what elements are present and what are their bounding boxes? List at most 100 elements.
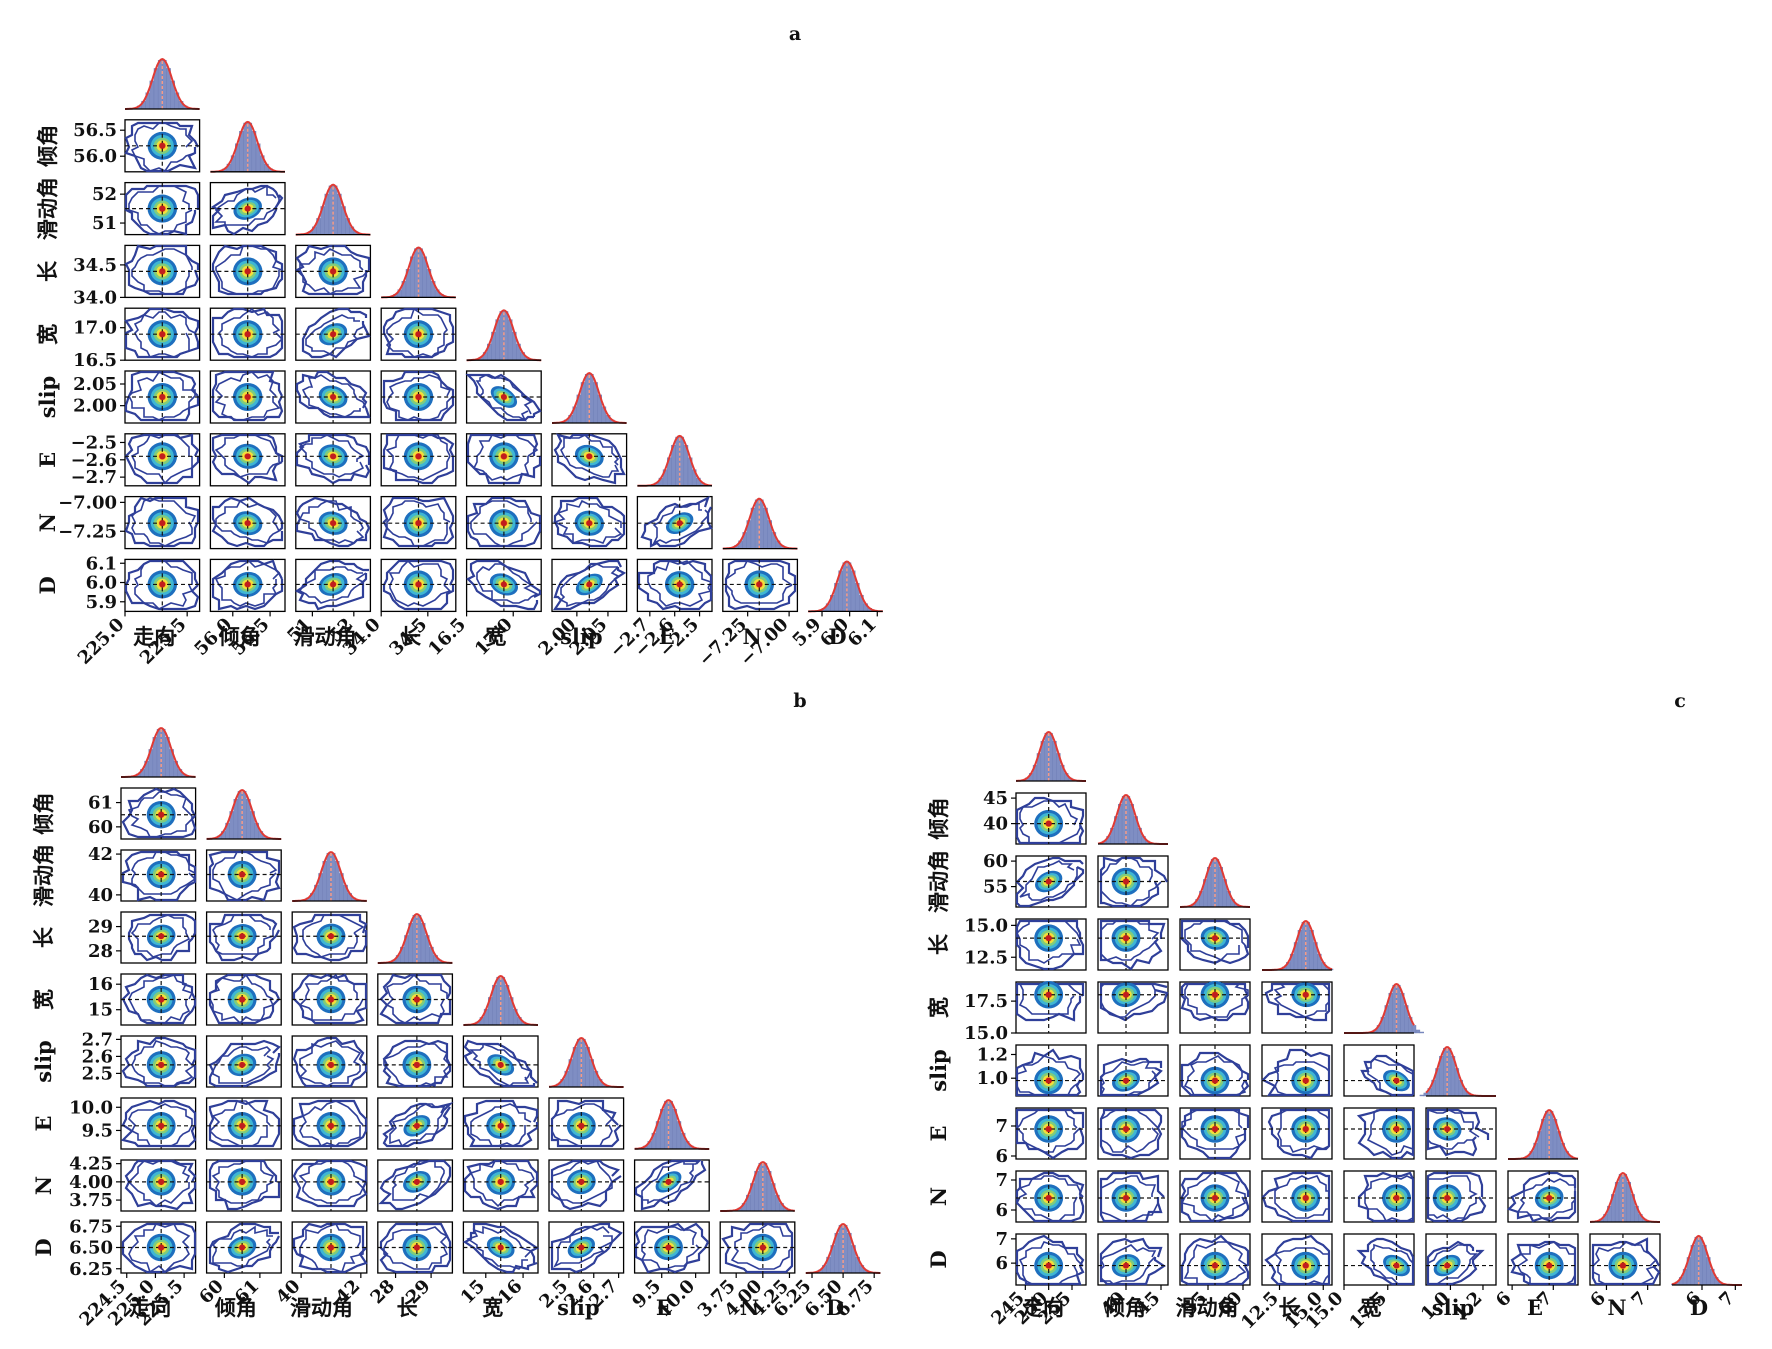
x-tick-label: 6 [1492, 1288, 1516, 1312]
outer-contour [1273, 983, 1330, 1018]
y-axis-label: slip [31, 1040, 56, 1082]
y-tick-label: 6 [995, 1146, 1008, 1167]
joint-density-5-3 [380, 370, 457, 424]
mode-marker [1123, 991, 1129, 998]
x-axis-label: slip [557, 1295, 599, 1320]
marginal-histogram-6 [1508, 1109, 1579, 1160]
y-tick-label: 17.0 [73, 318, 117, 339]
y-tick-label: −2.5 [71, 432, 117, 453]
outer-contour [120, 1099, 197, 1148]
histogram-bar [1411, 1025, 1417, 1034]
outer-contour [466, 559, 542, 611]
marginal-histogram-5 [1419, 1045, 1496, 1097]
outer-contour [551, 1160, 613, 1204]
joint-density-6-2 [1179, 1107, 1251, 1160]
joint-density-7-5 [551, 495, 628, 550]
joint-density-3-0 [120, 911, 197, 964]
joint-density-6-3 [1261, 1107, 1333, 1160]
x-axis-label: N [1607, 1295, 1626, 1320]
y-tick-label: 7 [995, 1170, 1008, 1191]
mode-marker [330, 520, 337, 527]
outer-contour [1015, 1109, 1081, 1153]
mode-marker [1302, 1077, 1309, 1084]
outer-contour [1184, 920, 1246, 961]
outer-contour [301, 374, 367, 418]
outer-contour [299, 248, 370, 295]
mode-marker [1045, 1262, 1052, 1269]
outer-contour [553, 433, 626, 485]
mode-marker [239, 1244, 246, 1251]
joint-density-2-1 [205, 849, 282, 902]
mode-marker [1393, 1126, 1400, 1132]
joint-density-5-2 [295, 370, 372, 424]
outer-contour [1015, 982, 1085, 1022]
marginal-histogram-3 [381, 246, 456, 299]
joint-density-8-6 [633, 1221, 710, 1274]
y-tick-label: 1.0 [977, 1068, 1008, 1089]
outer-contour [214, 434, 283, 478]
joint-density-7-3 [1261, 1170, 1333, 1223]
outer-contour [462, 1222, 540, 1274]
mode-marker [239, 1122, 246, 1129]
panel-label: a [789, 23, 801, 45]
joint-density-7-6 [1506, 1170, 1579, 1223]
mode-marker [500, 581, 507, 588]
y-axis-label: 宽 [926, 997, 951, 1018]
joint-density-8-3 [1261, 1233, 1333, 1286]
kde-curve [466, 309, 542, 362]
x-tick-label: 6.1 [844, 614, 881, 651]
x-tick-label: 16.5 [424, 614, 470, 660]
y-axis-label: E [926, 1125, 951, 1141]
y-axis-label: 倾角 [35, 125, 60, 168]
joint-density-6-1 [209, 433, 286, 487]
y-tick-label: 7 [995, 1116, 1008, 1137]
mode-marker [415, 581, 422, 588]
mode-marker [327, 1244, 334, 1251]
joint-density-6-2 [291, 1097, 368, 1150]
mode-marker [1045, 1195, 1052, 1201]
outer-contour [131, 851, 197, 895]
mode-marker [244, 205, 251, 212]
joint-density-4-0 [120, 973, 197, 1026]
y-tick-label: 16.5 [73, 350, 117, 371]
x-tick-label: 225.0 [74, 614, 129, 669]
mode-marker [244, 520, 251, 527]
y-axis-label: 长 [31, 926, 56, 948]
outer-contour [301, 307, 371, 359]
kde-curve [377, 913, 453, 964]
y-tick-label: 52 [92, 184, 117, 205]
outer-contour [211, 1225, 273, 1267]
outer-contour [299, 1100, 364, 1148]
outer-contour [641, 1159, 696, 1205]
subplot-frame [1425, 1233, 1497, 1286]
x-axis-label: 宽 [485, 624, 506, 649]
y-tick-label: 2.05 [73, 374, 117, 395]
mode-marker [158, 1244, 165, 1251]
mode-marker [1123, 1126, 1129, 1132]
outer-contour [215, 245, 283, 295]
joint-density-3-2 [295, 244, 372, 299]
x-axis-label: N [742, 624, 761, 649]
outer-contour [211, 1160, 275, 1204]
outer-contour [211, 244, 284, 296]
outer-contour [475, 374, 533, 422]
mode-marker [327, 1178, 334, 1185]
joint-density-3-0 [124, 244, 201, 299]
outer-contour [295, 496, 371, 548]
outer-contour [551, 1103, 614, 1147]
outer-contour [298, 973, 364, 1021]
outer-contour [1180, 1172, 1247, 1223]
mode-marker [1212, 1195, 1218, 1201]
mode-marker [1123, 1262, 1129, 1269]
outer-contour [476, 563, 539, 604]
joint-density-7-2 [295, 495, 372, 550]
mode-marker [244, 394, 251, 400]
y-tick-label: 10.0 [69, 1097, 113, 1118]
y-tick-label: 3.75 [69, 1190, 113, 1211]
outer-contour [1015, 1171, 1085, 1223]
outer-contour [292, 1159, 368, 1208]
outer-contour [382, 370, 455, 422]
joint-density-3-1 [209, 244, 286, 299]
mode-marker [327, 996, 334, 1003]
